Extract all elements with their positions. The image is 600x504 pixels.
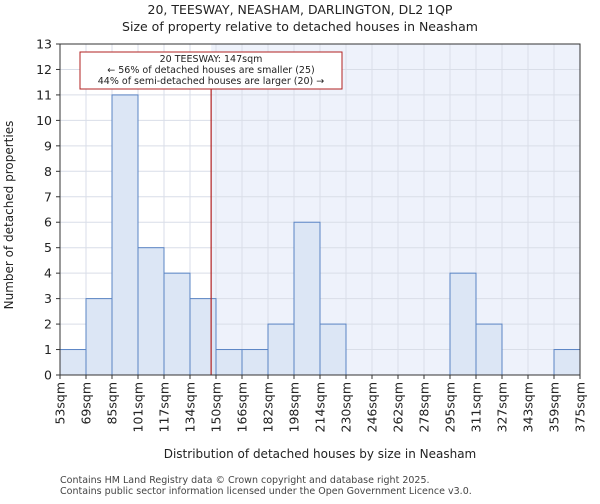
x-tick-label: 311sqm [469,382,484,432]
highlight-region [211,44,580,375]
histogram-bar [241,349,269,376]
annotation-line-2: ← 56% of detached houses are smaller (25… [107,65,314,76]
x-tick-label: 198sqm [287,382,302,432]
x-tick-label: 101sqm [131,382,146,432]
histogram-bar [189,298,217,376]
histogram-bar [215,349,243,376]
histogram-bar [163,272,191,376]
y-axis-label: Number of detached properties [2,121,16,310]
x-tick-label: 327sqm [495,382,510,432]
x-tick-label: 85sqm [105,382,120,425]
bars-group [59,94,581,376]
chart-title-line2: Size of property relative to detached ho… [122,19,478,34]
x-tick-label: 230sqm [339,382,354,432]
x-tick-label: 343sqm [521,382,536,432]
y-tick-label: 8 [44,164,52,179]
histogram-bar [59,349,87,376]
x-tick-label: 150sqm [209,382,224,432]
x-tick-label: 359sqm [547,382,562,432]
histogram-bar [293,221,321,376]
y-tick-label: 5 [44,240,52,255]
y-tick-label: 11 [36,87,52,102]
x-tick-label: 295sqm [443,382,458,432]
y-tick-label: 12 [36,62,52,77]
x-tick-labels: 53sqm 69sqm 85sqm 101sqm 117sqm 134sqm 150sqm 1… [53,375,588,432]
x-tick-label: 53sqm [53,382,68,425]
histogram-bar [449,272,477,376]
y-tick-label: 4 [44,266,52,281]
annotation-line-1: 20 TEESWAY: 147sqm [160,54,263,65]
y-tick-label: 13 [36,37,52,52]
y-tick-label: 3 [44,291,52,306]
x-tick-label: 182sqm [261,382,276,432]
histogram-bar [111,94,139,376]
histogram-bar [85,298,113,376]
x-tick-label: 117sqm [157,382,172,432]
x-axis-label: Distribution of detached houses by size … [164,447,477,461]
histogram-bar [267,323,295,376]
y-tick-label: 1 [44,342,52,357]
histogram-bar [137,247,165,376]
histogram-bar [475,323,503,376]
y-tick-label: 6 [44,215,52,230]
y-tick-label: 0 [44,368,52,383]
y-tick-label: 7 [44,189,52,204]
annotation-line-3: 44% of semi-detached houses are larger (… [98,76,325,87]
y-tick-label: 10 [36,113,52,128]
x-tick-label: 134sqm [183,382,198,432]
chart-title-line1: 20, TEESWAY, NEASHAM, DARLINGTON, DL2 1Q… [148,2,453,17]
footer-line-1: Contains HM Land Registry data © Crown c… [60,475,430,486]
x-tick-label: 69sqm [79,382,94,425]
x-tick-label: 214sqm [313,382,328,432]
y-tick-label: 2 [44,317,52,332]
x-tick-label: 166sqm [235,382,250,432]
x-tick-label: 246sqm [365,382,380,432]
footer-line-2: Contains public sector information licen… [60,486,472,497]
x-tick-label: 375sqm [573,382,588,432]
x-tick-label: 278sqm [417,382,432,432]
histogram-bar [319,323,347,376]
histogram-bar [553,349,581,376]
x-tick-label: 262sqm [391,382,406,432]
annotation-box: 20 TEESWAY: 147sqm ← 56% of detached hou… [79,51,343,90]
y-tick-label: 9 [44,138,52,153]
